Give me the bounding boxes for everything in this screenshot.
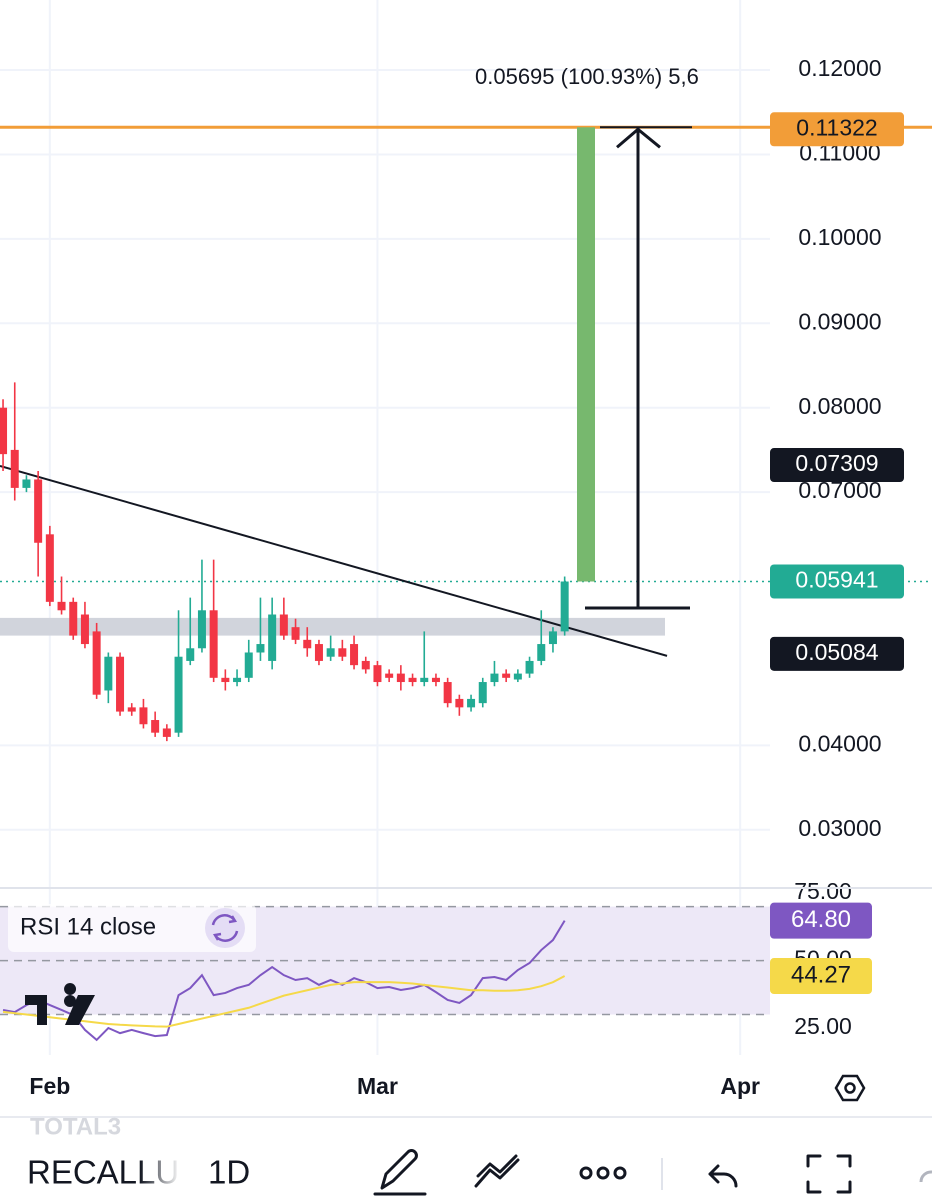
candle-body: [326, 648, 335, 657]
partial-icon[interactable]: [919, 1170, 932, 1183]
price-badge-label: 0.05084: [795, 639, 878, 665]
candle-body: [256, 644, 265, 653]
x-tick-label: Mar: [357, 1073, 398, 1099]
candle-body: [0, 407, 8, 455]
trendline: [0, 464, 668, 657]
price-badge-label: 0.07309: [795, 450, 878, 476]
candle-body: [385, 673, 394, 678]
candle-body: [303, 639, 312, 649]
measure-label: 0.05695 (100.93%) 5,6: [475, 64, 699, 89]
candle-body: [396, 673, 405, 683]
candle-body: [408, 677, 417, 683]
trend-icon[interactable]: [474, 1154, 520, 1188]
candle-body: [69, 601, 78, 636]
candle-body: [57, 601, 66, 611]
candle-body: [186, 648, 195, 661]
price-badge: [770, 112, 904, 147]
axis-settings-icon-center: [844, 1082, 856, 1094]
rsi-line: [2, 920, 566, 1042]
candle-body: [127, 707, 136, 712]
price-badge-label: 0.11322: [796, 114, 877, 140]
rsi-title: RSI 14 close: [20, 913, 156, 940]
candle-body: [139, 707, 148, 725]
interval[interactable]: 1D: [208, 1154, 250, 1191]
more-dot[interactable]: [596, 1166, 610, 1180]
candle-body: [209, 610, 218, 678]
y-tick-label: 0.09000: [798, 308, 881, 334]
target-bar: [577, 127, 595, 582]
candle-body: [233, 677, 242, 683]
rsi-tick-label: 25.00: [794, 1013, 852, 1039]
tv-logo-dot: [64, 995, 76, 1007]
candle-body: [22, 479, 31, 488]
candle-body: [104, 656, 113, 691]
candle-body: [268, 614, 277, 661]
x-tick-label: Feb: [29, 1073, 70, 1099]
y-tick-label: 0.08000: [798, 393, 881, 419]
candle-body: [502, 673, 511, 678]
candle-body: [560, 581, 569, 632]
symbol-fade: [140, 1150, 180, 1200]
y-tick-label: 0.10000: [798, 224, 881, 250]
candle-body: [443, 682, 452, 704]
candle-body: [350, 644, 359, 666]
candle-body: [244, 652, 253, 678]
y-tick-label: 0.03000: [798, 815, 881, 841]
candle-body: [490, 673, 499, 683]
y-tick-label: 0.04000: [798, 730, 881, 756]
rsi-tick-label: 75.00: [794, 878, 852, 904]
candle-body: [10, 449, 19, 488]
candle-body: [314, 644, 323, 661]
support-zone: [0, 617, 665, 636]
rsi-value-badge: [770, 902, 872, 939]
candle-body: [80, 614, 89, 645]
candle-body: [467, 698, 476, 708]
candle-body: [197, 610, 206, 649]
candle-body: [45, 534, 54, 602]
candle-body: [34, 479, 43, 543]
candle-body: [338, 648, 347, 657]
candle-body: [92, 631, 101, 695]
candle-body: [548, 631, 557, 645]
candle-body: [525, 660, 534, 674]
rsi-value-label: 64.80: [791, 906, 851, 933]
rsi-value-label: 44.27: [791, 961, 851, 988]
more-dot[interactable]: [579, 1166, 593, 1180]
rsi-line: [2, 975, 566, 1028]
more-dot[interactable]: [613, 1166, 627, 1180]
candle-body: [420, 677, 429, 683]
rsi-legend[interactable]: [8, 904, 256, 952]
price-badge: [770, 636, 904, 671]
candle-body: [291, 627, 300, 640]
axis-settings-icon[interactable]: [834, 1074, 866, 1102]
fullscreen-icon[interactable]: [806, 1154, 852, 1194]
candle-body: [373, 665, 382, 683]
candle-body: [455, 698, 464, 708]
candle-body: [279, 614, 288, 636]
candle-body: [116, 656, 125, 712]
tv-logo: [25, 983, 95, 1025]
candle-body: [162, 728, 171, 737]
candle-body: [221, 677, 230, 683]
rsi-value-badge: [770, 958, 872, 995]
watermark: TOTAL3: [30, 1113, 121, 1140]
candle-body: [151, 720, 160, 733]
rsi-settings-glyph: [211, 914, 239, 942]
candle-body: [537, 644, 546, 661]
candle-body: [361, 660, 370, 670]
candle-body: [513, 673, 522, 680]
candle-body: [478, 682, 487, 704]
price-badge: [770, 448, 904, 483]
draw-icon[interactable]: [373, 1149, 427, 1196]
undo-icon[interactable]: [708, 1164, 738, 1188]
candle-body: [431, 677, 440, 683]
price-badge: [770, 564, 904, 599]
y-tick-label: 0.12000: [798, 55, 881, 81]
candle-body: [174, 656, 183, 733]
x-tick-label: Apr: [720, 1073, 760, 1099]
price-badge-label: 0.05941: [795, 567, 878, 593]
measure-arrowhead: [616, 127, 661, 149]
